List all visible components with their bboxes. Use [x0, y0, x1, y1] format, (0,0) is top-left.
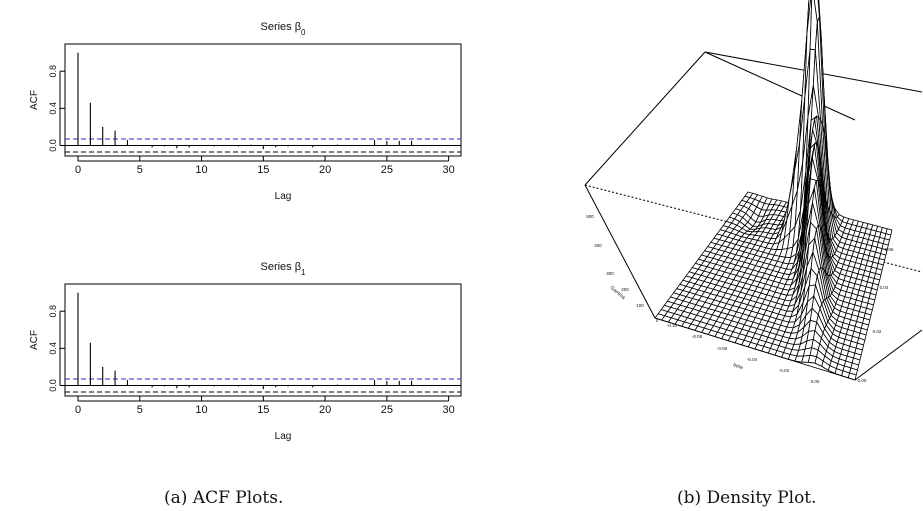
surface-front-edge [654, 317, 856, 381]
front-tick-label: -0.08 [692, 334, 703, 339]
depth-tick-label: 200 [621, 287, 629, 292]
x-tick-label: 15 [257, 404, 269, 416]
chart-title: Series β0 [260, 21, 306, 37]
y-tick-label: 0.0 [48, 379, 58, 392]
x-tick-label: 15 [257, 164, 269, 176]
y-tick-label: 0.0 [48, 139, 58, 152]
depth-tick-label: 500 [586, 214, 594, 219]
right-tick-label: 0.02 [873, 329, 882, 334]
front-tick-label: -0.04 [747, 357, 758, 362]
chart-title-subscript: 0 [301, 28, 306, 37]
y-axis-label: ACF [29, 330, 40, 350]
x-tick-label: 0 [75, 404, 81, 416]
acf-plot-beta1: Series β1 0.0 0.4 0.8 ACF 0 5 10 15 20 25 30 Lag [29, 261, 462, 442]
y-tick-label: 0.8 [48, 65, 58, 78]
x-axis-label: Lag [275, 191, 292, 202]
density-surface-plot: 0 100 200 300 400 500 -0.10 -0.08 -0.06 -0.04 -0.0… [584, 0, 923, 384]
x-axis-label: Lag [275, 431, 292, 442]
front-tick-label: -0.10 [667, 323, 678, 328]
right-tick-label: 0.04 [880, 285, 889, 290]
chart-title: Series β1 [260, 261, 306, 277]
front-tick-label: -0.02 [779, 368, 790, 373]
y-tick-label: 0.8 [48, 305, 58, 318]
front-tick-label: 0.00 [811, 379, 820, 384]
x-tick-label: 30 [443, 164, 455, 176]
caption-density: (b) Density Plot. [677, 488, 817, 508]
right-tick-label: 0.00 [858, 378, 867, 383]
depth-tick-label: 400 [594, 243, 602, 248]
front-tick-label: -0.06 [717, 346, 728, 351]
axis-label-beta: beta [732, 362, 743, 371]
y-tick-label: 0.4 [48, 342, 58, 355]
caption-acf: (a) ACF Plots. [164, 488, 284, 508]
depth-tick-label: 300 [606, 271, 614, 276]
x-tick-label: 10 [195, 164, 207, 176]
depth-tick-label: 0 [656, 318, 659, 323]
x-tick-label: 10 [195, 404, 207, 416]
x-tick-label: 25 [381, 164, 393, 176]
y-tick-label: 0.4 [48, 102, 58, 115]
y-axis-label: ACF [29, 90, 40, 110]
x-tick-label: 20 [319, 404, 331, 416]
x-tick-label: 30 [443, 404, 455, 416]
box-edge [704, 51, 856, 121]
box-edge [584, 51, 706, 186]
x-tick-label: 0 [75, 164, 81, 176]
box-edge [854, 329, 923, 381]
acf-plot-beta0: Series β0 0.0 0.4 0.8 ACF 0 5 10 15 20 25 30 Lag [29, 21, 462, 202]
x-tick-label: 25 [381, 404, 393, 416]
x-tick-label: 5 [137, 164, 143, 176]
right-tick-label: 0.06 [885, 247, 894, 252]
depth-tick-label: 100 [636, 303, 644, 308]
x-tick-label: 5 [137, 404, 143, 416]
box-edge [584, 184, 656, 319]
chart-title-subscript: 1 [301, 268, 306, 277]
x-tick-label: 20 [319, 164, 331, 176]
